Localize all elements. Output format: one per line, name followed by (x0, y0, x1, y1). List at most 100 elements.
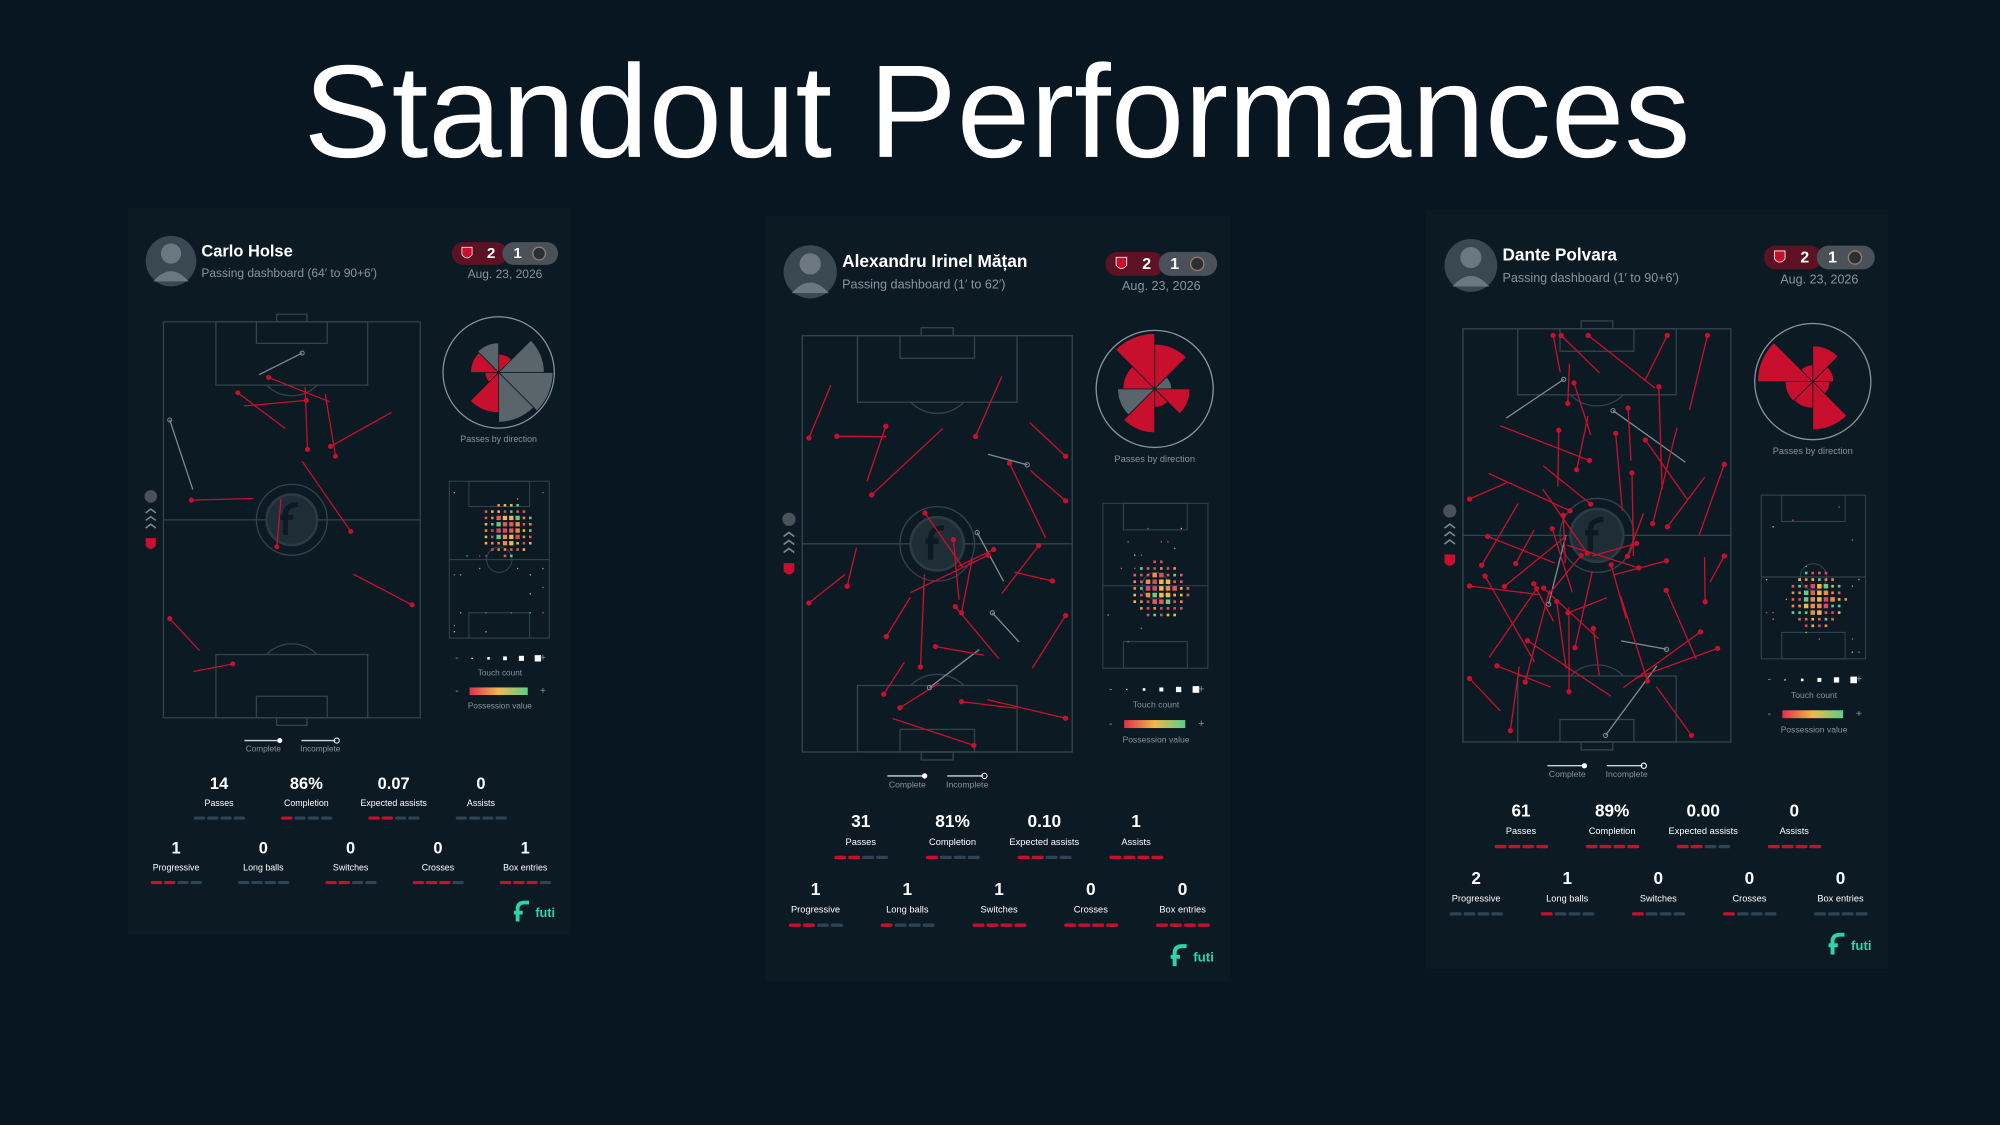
stat-value: 89% (1595, 800, 1629, 820)
pitch-logo-mark (1585, 516, 1604, 552)
touch-cell (1831, 617, 1834, 621)
stat-bar-segment (834, 855, 847, 860)
touch-cell (1765, 611, 1768, 614)
pass-complete (960, 559, 973, 613)
pass-complete (1573, 382, 1592, 436)
score-home: 2 (1800, 249, 1809, 266)
touch-cell (1844, 598, 1848, 601)
stat-bar-segment (439, 880, 451, 885)
score-home-bg (451, 242, 508, 265)
touch-size (487, 657, 490, 660)
pass-end (985, 552, 991, 558)
pass-end (971, 742, 977, 749)
touch-cell (1810, 583, 1816, 589)
touch-label: Touch count (1791, 690, 1838, 700)
stat-value: 1 (171, 840, 180, 858)
pass-complete (1709, 555, 1725, 583)
incomplete-label: Incomplete (300, 745, 341, 754)
away-icon (144, 490, 158, 503)
pass-end (1613, 430, 1619, 437)
pass-end (806, 435, 812, 441)
touch-cell (1152, 599, 1157, 604)
possession-label: Possession value (1122, 734, 1189, 744)
stat-label: Switches (980, 905, 1018, 915)
stat-value: 1 (521, 840, 530, 858)
pass-end (1513, 560, 1519, 567)
stat-bar-segment (1491, 912, 1504, 916)
pass-complete (1655, 686, 1693, 736)
direction-sector (1153, 388, 1191, 415)
touch-cell (1803, 603, 1809, 609)
touch-cell (1818, 571, 1821, 575)
pass-end (1578, 552, 1584, 559)
stat-bar-segment (1031, 855, 1044, 860)
touch-cell (479, 555, 481, 557)
pass-complete (1560, 334, 1600, 374)
stat-bar-segment (455, 816, 468, 820)
touch-cell (453, 631, 456, 633)
stat-bar-segment (802, 923, 815, 927)
touch-cell (515, 515, 520, 521)
touch-cell (491, 535, 494, 539)
brand-logo (513, 900, 530, 922)
pass-end (1610, 407, 1616, 414)
stat-bar-segment (1045, 855, 1058, 860)
stat-label: Assists (1780, 826, 1810, 836)
pass-end (917, 664, 924, 670)
touch-size (1159, 687, 1164, 692)
stat-bar-segment (1137, 855, 1150, 860)
pass-end (1629, 470, 1635, 476)
touch-cell (1180, 527, 1182, 530)
legend-minus: - (455, 686, 458, 697)
pass-complete (1567, 363, 1571, 404)
brand-logo (1828, 932, 1845, 955)
touch-cell (1159, 592, 1164, 598)
stat-bar-segment (1599, 844, 1612, 849)
touch-cell (497, 504, 500, 507)
pass-complete (1029, 422, 1067, 457)
touch-cell (1831, 611, 1834, 614)
touch-cell (1127, 541, 1129, 543)
touch-cell (1153, 613, 1157, 617)
stat-bar-segment (922, 923, 935, 927)
touch-cell (1817, 610, 1822, 615)
stat-value: 1 (1562, 868, 1572, 888)
stat-bar-segment (1078, 923, 1091, 927)
touch-cell (1851, 585, 1854, 587)
pass-complete (1666, 476, 1706, 528)
touch-cell (1159, 579, 1164, 585)
touch-cell (496, 522, 501, 527)
legend-plus: + (1856, 708, 1862, 720)
brand-logo (1170, 944, 1187, 967)
pass-end (1721, 553, 1727, 559)
pass-end (1663, 587, 1669, 593)
penalty-arc (266, 384, 318, 397)
pass-end (932, 643, 939, 650)
pass-end (1466, 675, 1473, 682)
pass-end (1062, 453, 1069, 459)
pass-end (897, 705, 903, 711)
stat-bar-segment (394, 816, 407, 820)
touch-label: Touch count (478, 669, 523, 678)
pass-incomplete (991, 612, 1020, 643)
touch-cell (1107, 614, 1109, 616)
direction-sector (1811, 366, 1835, 382)
pass-end (167, 417, 173, 423)
avatar-body (1452, 276, 1490, 287)
pitch (162, 313, 421, 727)
touch-cell (529, 574, 531, 576)
mini-pitch (448, 480, 550, 639)
touch-cell (484, 529, 488, 532)
pass-complete (1688, 335, 1709, 411)
complete-key-end (277, 738, 283, 744)
touch-cell (484, 516, 488, 520)
stat-bar-segment (150, 880, 163, 885)
stat-bar-segment (233, 816, 246, 820)
stat-bar-segment (894, 923, 907, 927)
pass-end (1663, 646, 1670, 652)
touch-cell (1179, 580, 1183, 584)
away-crest (1189, 256, 1205, 272)
pass-complete (1592, 542, 1637, 557)
touch-cell (1805, 565, 1807, 568)
stat-bar-segment (1585, 844, 1598, 849)
